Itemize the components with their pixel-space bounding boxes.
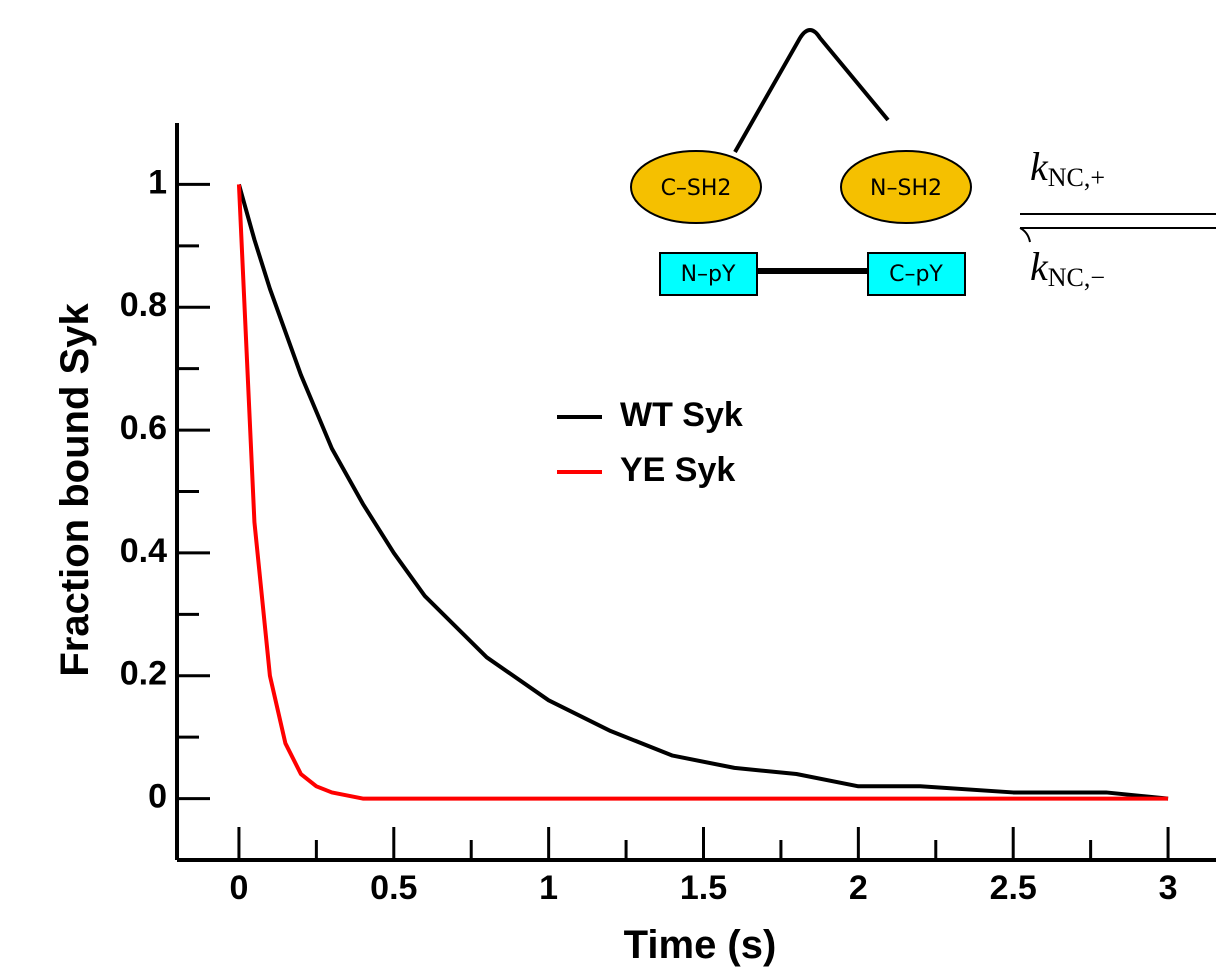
domain-label: C–SH2: [661, 176, 732, 201]
domain: [840, 150, 972, 224]
motif: [659, 252, 758, 296]
domain-label: N–SH2: [870, 176, 942, 201]
x-tick-label: 2: [849, 869, 868, 907]
y-axis-label: Fraction bound Syk: [53, 303, 97, 677]
equilibrium-arrows: [1019, 213, 1216, 243]
rate-symbol: k: [1030, 244, 1049, 289]
y-tick-label: 0.8: [120, 286, 167, 324]
domain: [630, 150, 762, 224]
x-tick-label: 0.5: [370, 869, 417, 907]
y-tick-label: 1: [148, 163, 167, 201]
inset-diagram: C–SH2 N–SH2 N–pY C–pY kNC,+ kNC,−: [630, 28, 1216, 296]
y-tick-label: 0.6: [120, 409, 167, 447]
linker: [733, 28, 890, 153]
data-line: [237, 183, 1169, 801]
x-tick-label: 1.5: [680, 869, 727, 907]
y-tick-label: 0.2: [120, 655, 167, 693]
x-tick-label: 2.5: [990, 869, 1037, 907]
motif-label: N–pY: [681, 262, 736, 287]
data-line: [236, 184, 1169, 801]
rate-subscript: NC,−: [1048, 263, 1105, 292]
legend-label: WT Syk: [620, 396, 743, 434]
motif-label: C–pY: [889, 262, 943, 287]
x-tick-label: 1: [539, 869, 558, 907]
x-tick-label: 3: [1159, 869, 1178, 907]
y-tick-label: 0: [148, 778, 167, 816]
y-tick-label: 0.4: [120, 532, 167, 570]
x-axis-label: Time (s): [624, 923, 777, 967]
x-tick-label: 0: [229, 869, 248, 907]
rate-backward: kNC,−: [1030, 244, 1105, 292]
rate-subscript: NC,+: [1048, 163, 1105, 192]
motif: [867, 252, 966, 296]
rate-forward: kNC,+: [1030, 144, 1105, 192]
rate-symbol: k: [1030, 144, 1049, 189]
legend-label: YE Syk: [620, 451, 735, 489]
